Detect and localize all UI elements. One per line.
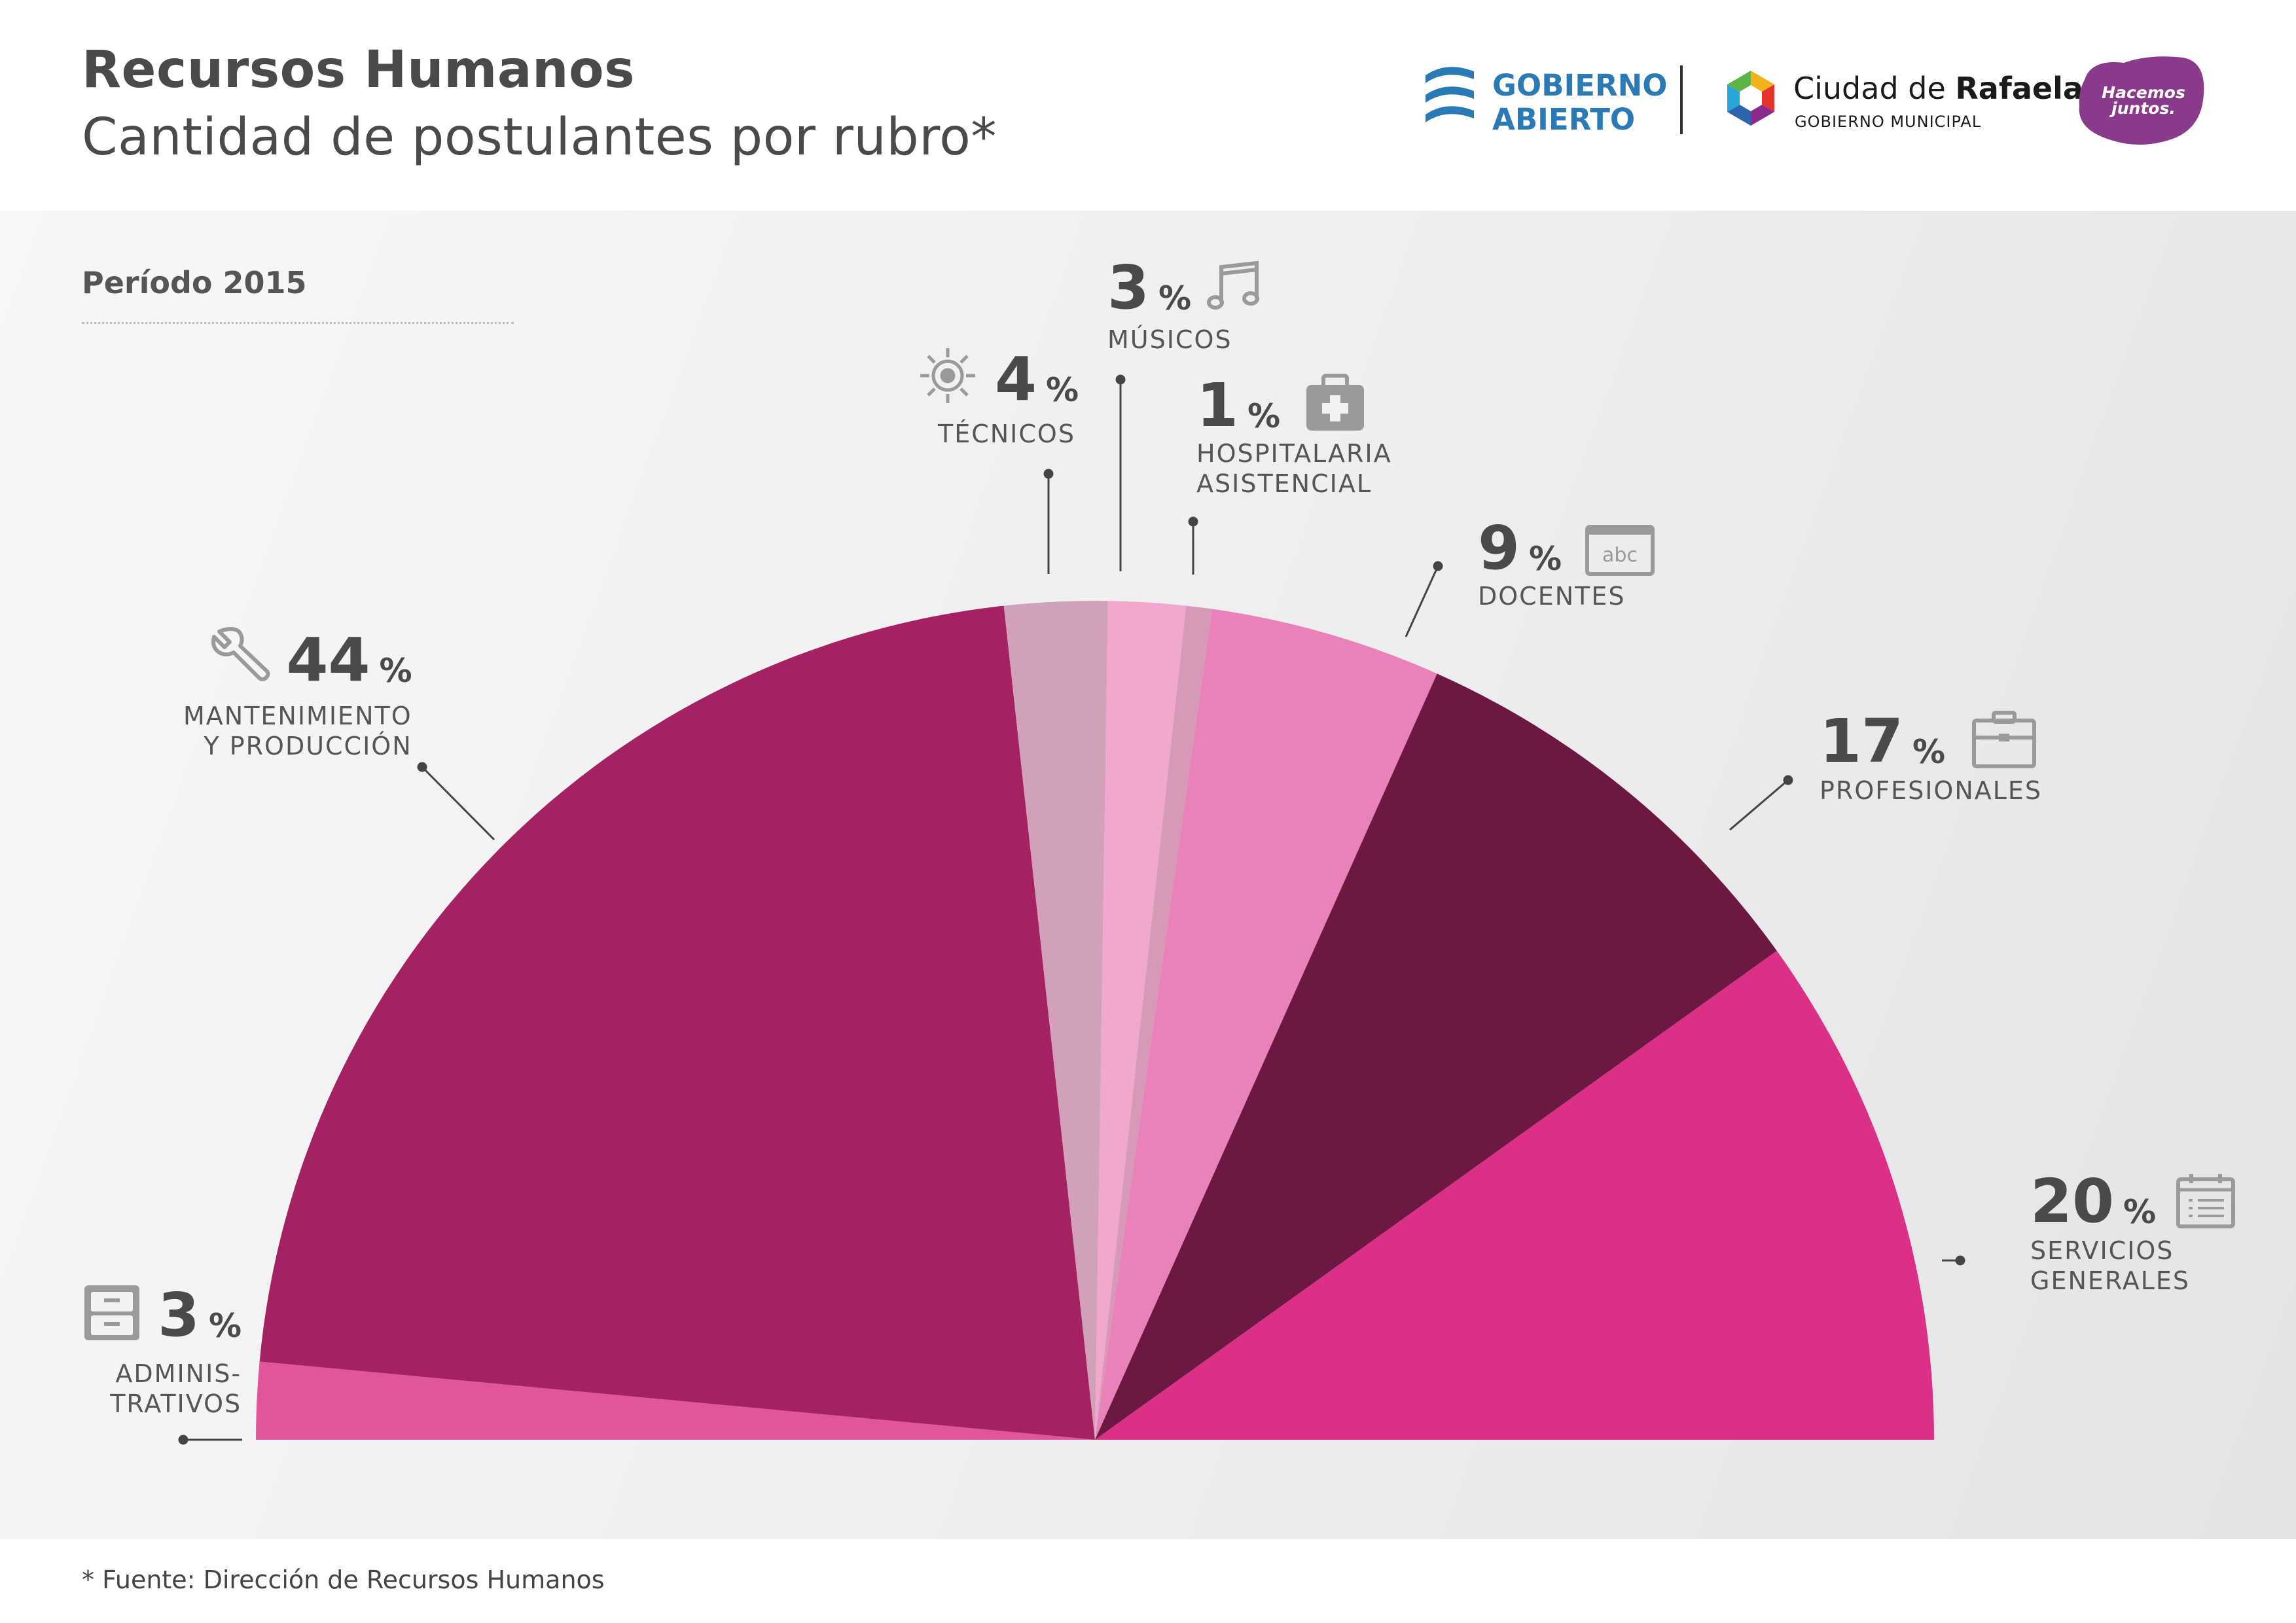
abc-board-icon: abc [1585, 525, 1655, 579]
category-name-line2: ASISTENCIAL [1196, 469, 1372, 498]
pct-sign: % [2123, 1193, 2157, 1231]
gobierno-abierto-logo: GOBIERNO ABIERTO [1420, 62, 1668, 141]
category-name-line1: MANTENIMIENTO [183, 702, 412, 730]
leader-line-musicos [1115, 374, 1126, 571]
category-name-line1: DOCENTES [1478, 582, 1626, 611]
category-name-line1: MÚSICOS [1107, 325, 1232, 354]
pie-slice-4 [1095, 601, 1187, 1440]
category-name-line1: PROFESIONALES [1820, 776, 2043, 805]
label-docentes: 9% abc DOCENTES [1478, 518, 1655, 611]
label-servicios: 20% SERVICIOS GENERALES [2030, 1171, 2236, 1296]
page-title: Recursos Humanos [82, 41, 636, 99]
category-name-line2: TRATIVOS [110, 1389, 242, 1418]
pie-slice-1 [256, 1361, 1095, 1440]
pct-value: 3 [1107, 253, 1150, 323]
gobierno-abierto-line2: ABIERTO [1492, 102, 1636, 137]
category-name-line1: HOSPITALARIA [1196, 439, 1392, 468]
period-divider [82, 322, 514, 324]
pct-value: 9 [1478, 513, 1520, 583]
pie-slice-3 [1003, 601, 1108, 1440]
gear-icon [916, 344, 979, 410]
page-subtitle: Cantidad de postulantes por rubro* [82, 108, 997, 167]
category-name-line1: SERVICIOS [2030, 1236, 2174, 1265]
pie-slice-7 [1095, 673, 1777, 1440]
medical-kit-icon [1304, 373, 1367, 436]
ciudad-rafaela-hexagon-icon [1727, 71, 1774, 126]
label-hospitalaria: 1% HOSPITALARIA ASISTENCIAL [1196, 373, 1392, 499]
header: Recursos Humanos Cantidad de postulantes… [0, 0, 2296, 211]
svg-text:abc: abc [1602, 544, 1638, 567]
gobierno-abierto-line1: GOBIERNO [1492, 68, 1668, 103]
leader-line-docentes [1405, 561, 1443, 637]
pct-value: 44 [286, 625, 370, 695]
category-name-line1: ADMINIS- [115, 1359, 242, 1388]
label-tecnicos: 4% TÉCNICOS [916, 344, 1079, 449]
leader-line-tecnicos [1043, 469, 1054, 574]
hacemos-juntos-logo: Hacemos juntos. [2072, 54, 2209, 149]
pie-slice-8 [1095, 950, 1934, 1440]
pct-sign: % [1529, 540, 1562, 578]
pct-value: 3 [158, 1280, 200, 1350]
leader-line-profesionales [1729, 775, 1793, 831]
period-label: Período 2015 [82, 265, 307, 300]
pct-sign: % [379, 652, 412, 690]
pie-slice-6 [1095, 609, 1437, 1440]
calendar-list-icon [2176, 1173, 2236, 1232]
source-footnote: * Fuente: Dirección de Recursos Humanos [82, 1565, 605, 1594]
pct-sign: % [1912, 733, 1946, 771]
pct-sign: % [209, 1307, 242, 1345]
label-profesionales: 17% PROFESIONALES [1820, 710, 2042, 806]
pct-value: 17 [1820, 706, 1904, 776]
pie-slice-5 [1095, 605, 1212, 1440]
label-mantenimiento: 44% MANTENIMIENTO Y PRODUCCIÓN [183, 625, 412, 761]
ciudad-rafaela-logo: Ciudad de Rafaela GOBIERNO MUNICIPAL [1718, 65, 2083, 137]
label-administrativos: 3% ADMINIS- TRATIVOS [82, 1283, 242, 1419]
pct-sign: % [1158, 279, 1192, 317]
hacemos-juntos-line1: Hacemos [2102, 83, 2185, 102]
hacemos-juntos-blob-icon [2079, 56, 2204, 145]
hacemos-juntos-line2: juntos. [2111, 99, 2176, 118]
wrench-icon [207, 625, 271, 690]
category-name-line2: GENERALES [2030, 1266, 2191, 1295]
pct-value: 1 [1196, 370, 1239, 440]
category-name-line2: Y PRODUCCIÓN [204, 732, 412, 760]
briefcase-icon [1971, 710, 2037, 772]
pct-sign: % [1046, 371, 1079, 409]
ciudad-rafaela-subtitle: GOBIERNO MUNICIPAL [1795, 113, 1982, 131]
pct-value: 20 [2030, 1166, 2115, 1236]
pct-sign: % [1247, 397, 1281, 435]
logo-divider [1680, 65, 1683, 134]
category-name-line1: TÉCNICOS [938, 419, 1075, 448]
pie-slice-2 [259, 605, 1096, 1440]
filing-cabinet-icon [82, 1283, 142, 1346]
music-note-icon [1206, 259, 1262, 318]
leader-line-administrativos [178, 1435, 242, 1445]
leader-line-mantenimiento [417, 762, 495, 841]
leader-line-servicios [1942, 1255, 1965, 1266]
leader-line-hospitalaria [1188, 516, 1198, 575]
label-musicos: 3% MÚSICOS [1107, 258, 1262, 355]
ciudad-rafaela-name: Ciudad de Rafaela [1793, 71, 2083, 106]
gobierno-abierto-logo-mark-icon [1426, 67, 1474, 122]
pct-value: 4 [995, 344, 1037, 414]
